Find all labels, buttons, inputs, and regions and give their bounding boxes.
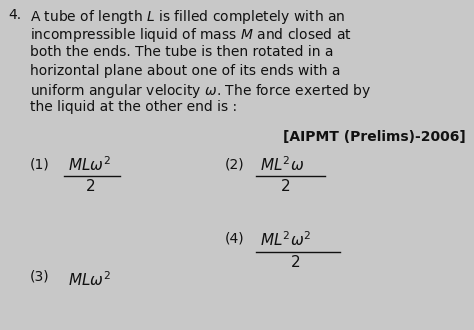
Text: (2): (2) — [225, 158, 245, 172]
Text: (4): (4) — [225, 232, 245, 246]
Text: $ML\omega^2$: $ML\omega^2$ — [68, 155, 111, 174]
Text: incompressible liquid of mass $M$ and closed at: incompressible liquid of mass $M$ and cl… — [30, 26, 352, 45]
Text: uniform angular velocity $\omega$. The force exerted by: uniform angular velocity $\omega$. The f… — [30, 82, 372, 100]
Text: $ML\omega^2$: $ML\omega^2$ — [68, 270, 111, 289]
Text: both the ends. The tube is then rotated in a: both the ends. The tube is then rotated … — [30, 45, 334, 59]
Text: [AIPMT (Prelims)-2006]: [AIPMT (Prelims)-2006] — [283, 130, 466, 144]
Text: A tube of length $L$ is filled completely with an: A tube of length $L$ is filled completel… — [30, 8, 346, 26]
Text: $ML^2\omega$: $ML^2\omega$ — [260, 155, 304, 174]
Text: (3): (3) — [30, 270, 50, 284]
Text: $ML^2\omega^2$: $ML^2\omega^2$ — [260, 230, 311, 249]
Text: $2$: $2$ — [280, 178, 290, 194]
Text: 4.: 4. — [8, 8, 21, 22]
Text: $2$: $2$ — [290, 254, 300, 270]
Text: $2$: $2$ — [85, 178, 95, 194]
Text: the liquid at the other end is :: the liquid at the other end is : — [30, 101, 237, 115]
Text: (1): (1) — [30, 158, 50, 172]
Text: horizontal plane about one of its ends with a: horizontal plane about one of its ends w… — [30, 63, 340, 78]
